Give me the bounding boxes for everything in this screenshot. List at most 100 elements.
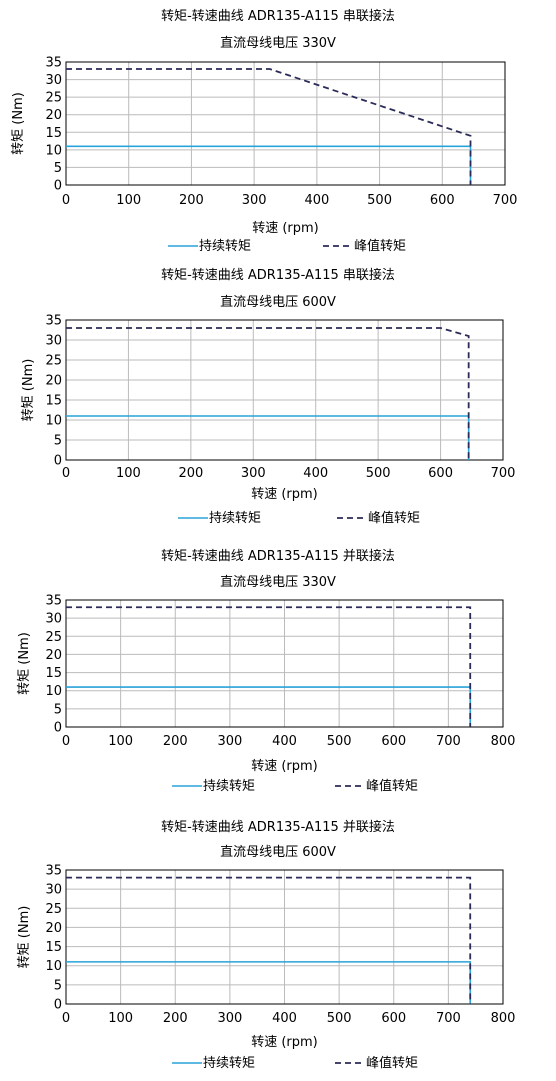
continuous-torque-line: [66, 415, 470, 460]
x-tick-label: 100: [116, 466, 141, 481]
y-tick-label: 5: [54, 161, 62, 176]
legend-label-continuous: 持续转矩: [199, 239, 251, 254]
legend-label-continuous: 持续转矩: [209, 511, 261, 526]
y-tick-label: 0: [54, 179, 62, 194]
x-tick-label: 300: [242, 193, 267, 208]
y-axis-label: 转矩 (Nm): [17, 632, 32, 695]
x-tick-label: 600: [381, 734, 406, 749]
x-tick-label: 600: [381, 1011, 406, 1026]
x-tick-label: 700: [436, 1011, 461, 1026]
plot-frame: [65, 869, 504, 1005]
y-tick-label: 30: [45, 612, 62, 627]
y-tick-label: 10: [45, 684, 62, 699]
x-axis-label: 转速 (rpm): [252, 221, 319, 236]
x-axis-label: 转速 (rpm): [251, 759, 318, 774]
legend: 持续转矩 峰值转矩: [172, 778, 418, 794]
y-tick-label: 10: [45, 959, 62, 974]
x-tick-label: 300: [217, 734, 242, 749]
peak-torque-line: [66, 876, 472, 1004]
chart-subtitle: 直流母线电压 330V: [220, 36, 336, 51]
y-tick-label: 30: [45, 883, 62, 898]
x-tick-label: 100: [116, 193, 141, 208]
y-tick-label: 15: [45, 394, 62, 409]
x-tick-label: 200: [163, 1011, 188, 1026]
y-tick-label: 0: [54, 998, 62, 1013]
y-tick-label: 15: [45, 666, 62, 681]
plot-frame: [65, 599, 504, 728]
legend: 持续转矩 峰值转矩: [168, 238, 406, 254]
plot-frame: [65, 61, 506, 186]
y-axis-label: 转矩 (Nm): [11, 92, 26, 155]
legend-label-continuous: 持续转矩: [203, 779, 255, 794]
y-tick-label: 35: [45, 56, 62, 71]
chart-title: 转矩-转速曲线 ADR135-A115 串联接法: [161, 8, 395, 24]
x-tick-label: 800: [491, 734, 516, 749]
y-tick-label: 20: [45, 374, 62, 389]
y-tick-label: 0: [54, 454, 62, 469]
continuous-torque-line: [66, 145, 472, 185]
x-tick-label: 500: [366, 466, 391, 481]
peak-torque-line: [66, 606, 472, 727]
chart-subtitle: 直流母线电压 600V: [220, 295, 336, 310]
x-tick-label: 800: [491, 1011, 516, 1026]
y-tick-label: 5: [54, 434, 62, 449]
x-axis-label: 转速 (rpm): [251, 487, 318, 502]
x-tick-label: 200: [163, 734, 188, 749]
y-tick-label: 15: [45, 940, 62, 955]
y-tick-label: 35: [45, 594, 62, 609]
legend-label-peak: 峰值转矩: [354, 238, 406, 254]
continuous-torque-line: [66, 961, 472, 1004]
x-tick-label: 400: [303, 466, 328, 481]
x-tick-label: 300: [217, 1011, 242, 1026]
chart-title: 转矩-转速曲线 ADR135-A115 串联接法: [161, 267, 395, 283]
x-tick-label: 300: [241, 466, 266, 481]
legend-label-peak: 峰值转矩: [366, 1055, 418, 1071]
x-tick-label: 700: [491, 466, 516, 481]
x-tick-label: 400: [304, 193, 329, 208]
chart-subtitle: 直流母线电压 330V: [220, 575, 336, 590]
y-tick-label: 30: [45, 73, 62, 88]
y-tick-label: 5: [54, 702, 62, 717]
y-tick-label: 0: [54, 721, 62, 736]
x-axis-label: 转速 (rpm): [251, 1035, 318, 1050]
y-tick-label: 25: [45, 91, 62, 106]
y-tick-label: 25: [45, 902, 62, 917]
y-tick-label: 20: [45, 921, 62, 936]
x-tick-label: 0: [62, 193, 70, 208]
x-tick-label: 500: [327, 734, 352, 749]
legend-label-peak: 峰值转矩: [366, 778, 418, 794]
x-tick-label: 400: [272, 734, 297, 749]
chart-title: 转矩-转速曲线 ADR135-A115 并联接法: [161, 548, 395, 564]
x-tick-label: 600: [430, 193, 455, 208]
x-tick-label: 100: [108, 1011, 133, 1026]
x-tick-label: 0: [62, 466, 70, 481]
chart-subtitle: 直流母线电压 600V: [220, 845, 336, 860]
x-tick-label: 200: [178, 466, 203, 481]
y-tick-label: 20: [45, 108, 62, 123]
y-tick-label: 20: [45, 648, 62, 663]
chart-title: 转矩-转速曲线 ADR135-A115 并联接法: [161, 819, 395, 835]
peak-torque-line: [66, 68, 472, 185]
legend-label-peak: 峰值转矩: [368, 510, 420, 526]
y-tick-label: 15: [45, 126, 62, 141]
x-tick-label: 400: [272, 1011, 297, 1026]
continuous-torque-line: [66, 686, 472, 727]
y-tick-label: 30: [45, 334, 62, 349]
x-tick-label: 500: [367, 193, 392, 208]
y-tick-label: 25: [45, 630, 62, 645]
plot-frame: [65, 319, 504, 461]
legend: 持续转矩 峰值转矩: [172, 1055, 418, 1071]
x-tick-label: 0: [62, 1011, 70, 1026]
y-tick-label: 10: [45, 143, 62, 158]
y-tick-label: 10: [45, 414, 62, 429]
y-tick-label: 35: [45, 314, 62, 329]
legend-label-continuous: 持续转矩: [203, 1056, 255, 1071]
x-tick-label: 600: [428, 466, 453, 481]
x-tick-label: 100: [108, 734, 133, 749]
